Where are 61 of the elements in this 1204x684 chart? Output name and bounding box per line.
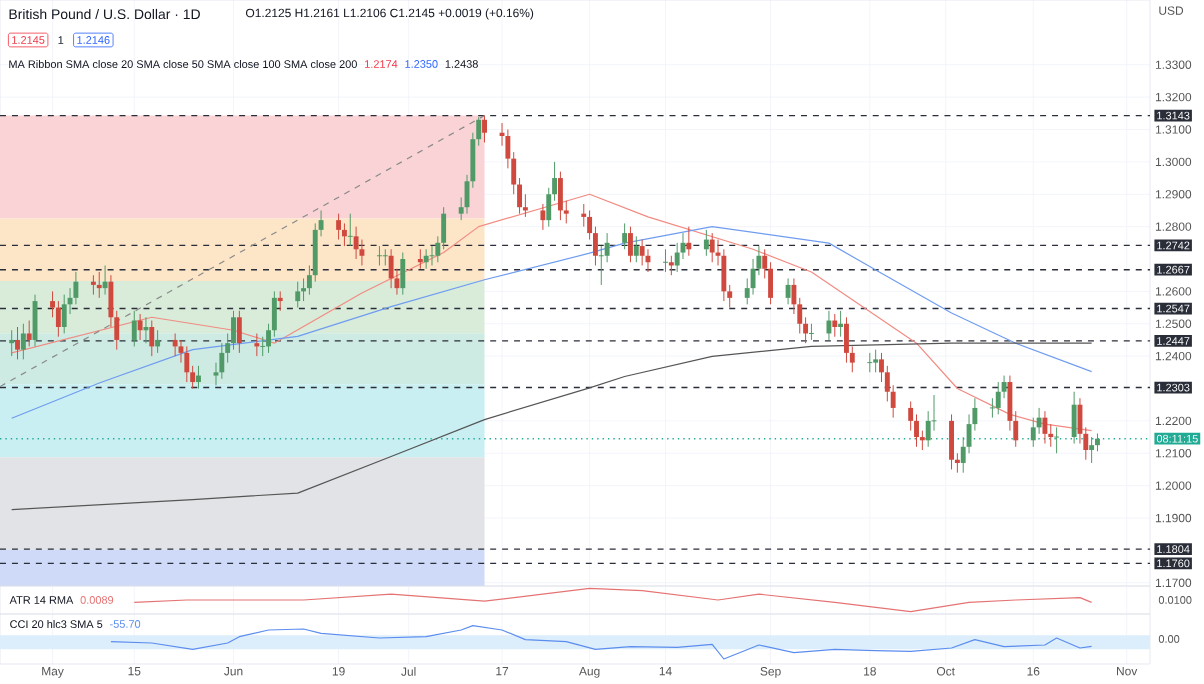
candlestick xyxy=(155,329,161,354)
candlestick xyxy=(721,248,727,302)
candlestick xyxy=(826,310,832,341)
candlestick xyxy=(1042,410,1048,445)
candlestick xyxy=(90,274,96,296)
line-series xyxy=(11,193,1093,432)
candlestick xyxy=(423,248,429,270)
candlestick xyxy=(703,229,709,257)
candlestick xyxy=(26,320,32,347)
candlestick xyxy=(347,213,354,247)
candlestick xyxy=(254,332,260,357)
candlestick xyxy=(9,329,15,357)
candlestick xyxy=(96,271,102,299)
candlestick xyxy=(172,332,178,357)
candlestick xyxy=(417,248,423,270)
candlestick xyxy=(808,323,815,341)
candlestick xyxy=(866,352,873,373)
candlestick xyxy=(236,310,242,354)
candlestick xyxy=(376,245,383,266)
candlestick xyxy=(184,345,190,383)
candlestick xyxy=(949,413,954,470)
candlestick xyxy=(662,248,669,273)
candlestick xyxy=(668,255,674,276)
candlestick xyxy=(137,313,143,341)
candlestick xyxy=(832,313,838,338)
candlestick xyxy=(482,115,487,143)
candlestick xyxy=(336,213,342,241)
candlestick xyxy=(15,326,20,360)
candlestick xyxy=(557,171,563,221)
candlestick xyxy=(628,226,633,263)
candlestick xyxy=(873,349,879,373)
candlestick xyxy=(1053,426,1060,454)
candlestick xyxy=(131,310,137,347)
candlestick xyxy=(149,320,155,357)
candlestick xyxy=(20,323,26,360)
candlestick xyxy=(838,310,844,338)
candlestick xyxy=(295,281,301,309)
candlestick xyxy=(353,226,359,260)
candlestick xyxy=(639,239,645,266)
candlestick xyxy=(686,226,692,257)
candlestick xyxy=(540,203,546,231)
candlestick xyxy=(785,277,791,305)
candlestick xyxy=(341,222,347,247)
candlestick xyxy=(143,316,149,344)
line-series xyxy=(11,226,1093,419)
candlestick xyxy=(61,294,67,334)
candlestick xyxy=(1089,436,1095,464)
candlestick xyxy=(382,248,389,266)
candlestick xyxy=(622,222,628,250)
candlestick xyxy=(388,248,394,289)
candlestick xyxy=(102,264,108,296)
candlestick xyxy=(709,232,715,263)
candlestick xyxy=(400,252,406,296)
candlestick xyxy=(598,245,605,286)
candlestick xyxy=(633,235,639,263)
candlestick xyxy=(277,290,283,312)
line-series xyxy=(11,342,1093,511)
candlestick xyxy=(995,381,1001,415)
candlestick xyxy=(196,365,201,390)
candlestick xyxy=(844,316,849,364)
candlestick xyxy=(1071,391,1077,445)
